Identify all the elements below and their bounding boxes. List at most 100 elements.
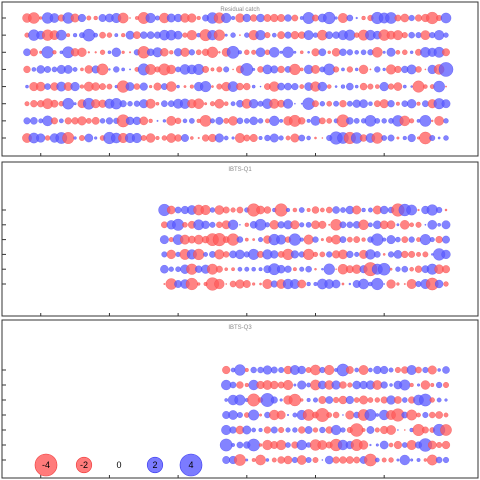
residual-bubble — [66, 33, 71, 38]
residual-bubble — [433, 29, 445, 41]
residual-bubble — [62, 132, 75, 144]
residual-bubble — [223, 66, 230, 73]
residual-bubble — [265, 458, 270, 462]
residual-bubble — [325, 206, 333, 214]
residual-bubble — [374, 457, 380, 463]
residual-bubble — [395, 236, 401, 243]
residual-bubble — [359, 395, 369, 405]
residual-bubble — [258, 427, 263, 433]
residual-bubble — [63, 65, 73, 74]
residual-bubble — [236, 441, 244, 449]
residual-bubble — [277, 31, 286, 40]
residual-bubble — [195, 49, 202, 56]
residual-bubble — [214, 249, 225, 260]
residual-bubble — [221, 12, 232, 24]
residual-bubble — [166, 115, 177, 126]
residual-bubble — [334, 85, 338, 88]
residual-bubble — [31, 67, 37, 72]
residual-bubble — [91, 116, 100, 125]
residual-bubble — [242, 280, 251, 288]
residual-bubble — [366, 426, 375, 434]
residual-bubble — [276, 234, 287, 245]
residual-bubble — [408, 31, 415, 39]
residual-bubble — [342, 414, 344, 416]
residual-bubble — [323, 11, 336, 25]
residual-bubble — [258, 135, 263, 141]
residual-bubble — [319, 100, 326, 107]
residual-bubble — [319, 426, 326, 434]
residual-bubble — [50, 117, 59, 125]
residual-bubble — [299, 398, 304, 402]
residual-bubble — [373, 251, 381, 258]
residual-bubble — [291, 82, 299, 91]
residual-bubble — [87, 51, 91, 54]
residual-bubble — [396, 136, 400, 140]
residual-bubble — [358, 365, 369, 375]
residual-bubble — [24, 101, 30, 107]
residual-bubble — [419, 114, 432, 127]
residual-bubble — [387, 100, 395, 108]
residual-bubble — [77, 13, 87, 23]
residual-bubble — [440, 12, 452, 24]
residual-bubble — [188, 117, 195, 124]
residual-bubble — [161, 251, 168, 258]
residual-bubble — [80, 67, 84, 72]
residual-bubble — [58, 118, 64, 124]
residual-bubble — [285, 442, 291, 448]
panel-2: IBTS-Q1 — [1, 161, 479, 317]
residual-bubble — [270, 380, 279, 390]
residual-bubble — [249, 14, 258, 22]
residual-bubble — [437, 368, 441, 372]
residual-bubble — [369, 68, 372, 71]
residual-bubble — [148, 84, 153, 89]
residual-bubble — [99, 49, 106, 55]
residual-bubble — [278, 426, 285, 434]
residual-bubble — [129, 17, 131, 19]
legend: -4 -2 0 2 4 — [34, 453, 203, 477]
residual-bubble — [243, 82, 251, 91]
residual-bubble — [277, 13, 286, 23]
residual-bubble — [344, 29, 356, 41]
residual-bubble — [237, 50, 243, 55]
residual-bubble — [402, 84, 407, 89]
residual-bubble — [443, 32, 449, 38]
residual-bubble — [284, 265, 292, 273]
residual-bubble — [409, 266, 414, 272]
residual-bubble — [263, 426, 272, 434]
residual-bubble — [202, 65, 210, 73]
residual-bubble — [326, 412, 333, 418]
residual-bubble — [145, 12, 156, 24]
residual-bubble — [161, 135, 168, 141]
residual-bubble — [41, 46, 54, 59]
residual-bubble — [73, 102, 77, 106]
residual-bubble — [201, 134, 210, 142]
residual-bubble — [443, 281, 449, 287]
residual-bubble — [190, 136, 194, 140]
residual-bubble — [393, 82, 403, 91]
residual-bubble — [251, 266, 256, 272]
residual-bubble — [442, 381, 450, 389]
residual-bubble — [155, 101, 160, 106]
residual-bubble — [298, 207, 305, 213]
residual-bubble — [325, 396, 334, 404]
legend-bubble — [146, 456, 164, 474]
residual-bubble — [279, 50, 283, 54]
residual-bubble — [277, 65, 285, 74]
residual-bubble — [270, 65, 279, 74]
residual-bubble — [210, 67, 215, 72]
residual-bubble — [325, 31, 334, 40]
residual-bubble — [435, 206, 443, 214]
residual-bubble — [258, 443, 263, 447]
residual-bubble — [369, 443, 372, 447]
residual-bubble — [442, 235, 450, 244]
residual-bubble — [290, 220, 300, 230]
residual-bubble — [249, 133, 258, 143]
residual-bubble — [30, 100, 38, 108]
residual-bubble — [401, 49, 408, 56]
residual-bubble — [417, 208, 420, 212]
residual-bubble — [255, 47, 266, 58]
residual-bubble — [282, 379, 294, 391]
residual-bubble — [182, 118, 188, 124]
residual-bubble — [345, 366, 354, 374]
residual-bubble — [239, 223, 241, 226]
